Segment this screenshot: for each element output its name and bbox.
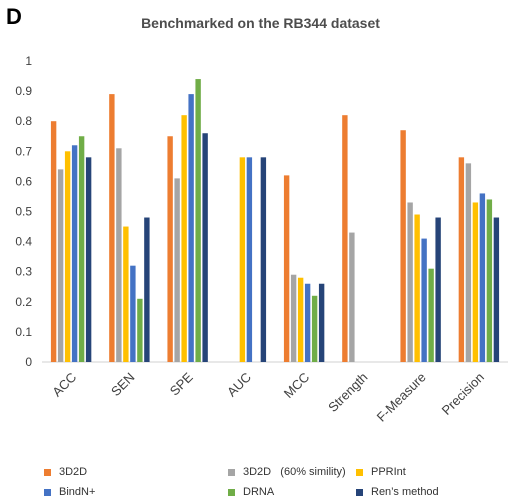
x-tick-label: MCC bbox=[281, 370, 313, 402]
y-tick-label: 0.3 bbox=[15, 265, 32, 279]
bar bbox=[71, 145, 78, 362]
bar bbox=[421, 238, 427, 362]
legend-label: 3D2D (60% simility) bbox=[243, 466, 346, 478]
bar bbox=[479, 193, 486, 362]
bar bbox=[137, 298, 143, 362]
y-axis-ticks: 0 0.1 0.2 0.3 0.4 0.5 0.6 0.7 0.8 0.9 1 bbox=[15, 54, 32, 369]
legend-label: Ren’s method bbox=[371, 486, 439, 498]
y-tick-label: 0.4 bbox=[15, 235, 32, 249]
bar bbox=[318, 283, 325, 362]
bar bbox=[239, 157, 246, 362]
x-tick-label: SPE bbox=[167, 369, 196, 398]
bar bbox=[349, 232, 355, 362]
bar bbox=[428, 268, 434, 362]
bar bbox=[414, 214, 420, 362]
x-tick-label: ACC bbox=[49, 370, 79, 400]
legend-label: 3D2D bbox=[59, 466, 88, 478]
y-tick-label: 0.9 bbox=[15, 84, 32, 98]
legend-label: BindN+ bbox=[59, 486, 96, 498]
bar bbox=[167, 136, 173, 362]
legend-label: PPRInt bbox=[371, 466, 406, 478]
bar bbox=[465, 163, 472, 362]
chart-title: Benchmarked on the RB344 dataset bbox=[141, 15, 380, 31]
legend-item: 3D2D bbox=[44, 466, 87, 478]
bar bbox=[407, 202, 413, 362]
bar-chart: 00.10.20.30.40.50.60.70.80.91 ACC SEN SPE A… bbox=[15, 54, 508, 425]
legend-item: BindN+ bbox=[44, 486, 95, 498]
bar bbox=[472, 202, 479, 362]
bar bbox=[435, 217, 441, 362]
legend-label: DRNA bbox=[243, 486, 275, 498]
bar bbox=[57, 169, 64, 362]
bar bbox=[458, 157, 465, 362]
bar bbox=[283, 175, 290, 362]
legend-item: Ren’s method bbox=[356, 486, 439, 498]
y-tick-label: 0.2 bbox=[15, 295, 32, 309]
bar bbox=[202, 133, 208, 362]
legend-item: PPRInt bbox=[356, 466, 406, 478]
bar bbox=[144, 217, 150, 362]
y-tick-label: 0.5 bbox=[15, 205, 32, 219]
bar bbox=[342, 115, 348, 363]
x-tick-label: AUC bbox=[224, 370, 254, 400]
bar bbox=[260, 157, 267, 362]
bar bbox=[130, 265, 136, 362]
y-tick-label: 0.1 bbox=[15, 325, 32, 339]
x-tick-label: SEN bbox=[108, 370, 138, 400]
legend: 3D2D 3D2D (60% simility) PPRInt BindN+ DRNA R… bbox=[0, 458, 521, 502]
y-tick-label: 0 bbox=[25, 355, 32, 369]
bar bbox=[109, 94, 115, 363]
bar bbox=[116, 148, 122, 362]
legend-swatch bbox=[228, 468, 235, 476]
bar bbox=[78, 136, 85, 362]
bar bbox=[195, 79, 201, 362]
bar bbox=[123, 226, 129, 362]
bar bbox=[85, 157, 92, 362]
bar bbox=[290, 274, 297, 362]
y-tick-label: 0.7 bbox=[15, 144, 32, 158]
bar bbox=[304, 283, 311, 362]
bar bbox=[297, 277, 304, 362]
bar bbox=[311, 295, 318, 362]
legend-swatch bbox=[44, 488, 51, 496]
x-tick-label: F-Measure bbox=[374, 370, 429, 425]
panel-letter: D bbox=[6, 4, 22, 29]
bar bbox=[188, 94, 194, 363]
x-axis-ticks: ACC SEN SPE AUC MCC Strength F-Measure Precisio… bbox=[49, 369, 487, 424]
legend-item: 3D2D (60% simility) bbox=[228, 466, 346, 478]
y-tick-label: 0.6 bbox=[15, 174, 32, 188]
y-tick-label: 0.8 bbox=[15, 114, 32, 128]
bar bbox=[50, 121, 57, 362]
bar bbox=[493, 217, 500, 362]
legend-swatch bbox=[356, 488, 363, 496]
bar bbox=[486, 199, 493, 362]
bar bbox=[400, 130, 406, 362]
legend-swatch bbox=[228, 488, 235, 496]
legend-swatch bbox=[44, 468, 51, 476]
y-tick-label: 1 bbox=[25, 54, 32, 68]
legend-swatch bbox=[356, 468, 363, 476]
bar bbox=[64, 151, 71, 362]
x-tick-label: Strength bbox=[325, 370, 370, 415]
bar bbox=[181, 115, 187, 363]
bar bbox=[246, 157, 253, 362]
legend-item: DRNA bbox=[228, 486, 274, 498]
bar bbox=[174, 178, 180, 362]
bar-series bbox=[50, 79, 500, 363]
x-tick-label: Precision bbox=[439, 370, 487, 418]
